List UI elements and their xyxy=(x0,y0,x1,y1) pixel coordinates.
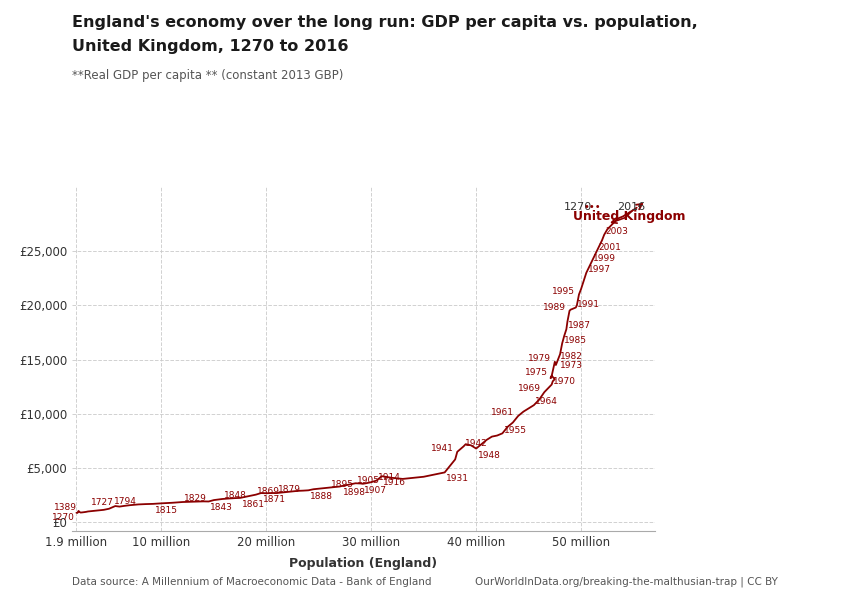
Text: 1982: 1982 xyxy=(559,352,582,361)
Text: 1905: 1905 xyxy=(357,476,380,485)
Text: 1270: 1270 xyxy=(564,202,592,212)
Text: 1270: 1270 xyxy=(52,512,75,521)
Text: 1942: 1942 xyxy=(465,439,488,448)
Text: 1975: 1975 xyxy=(525,368,548,377)
Text: 1815: 1815 xyxy=(155,506,178,515)
Text: 1916: 1916 xyxy=(383,478,406,487)
Text: 1879: 1879 xyxy=(279,485,302,494)
Text: 2001: 2001 xyxy=(598,244,621,253)
Text: 1898: 1898 xyxy=(343,488,366,497)
Text: Data source: A Millennium of Macroeconomic Data - Bank of England: Data source: A Millennium of Macroeconom… xyxy=(72,577,432,587)
Text: 1914: 1914 xyxy=(378,473,401,482)
Text: Our World: Our World xyxy=(741,25,801,35)
Text: OurWorldInData.org/breaking-the-malthusian-trap | CC BY: OurWorldInData.org/breaking-the-malthusi… xyxy=(475,576,778,587)
Text: 1991: 1991 xyxy=(577,300,600,309)
Text: 1895: 1895 xyxy=(331,480,354,489)
Text: 1999: 1999 xyxy=(593,254,616,263)
X-axis label: Population (England): Population (England) xyxy=(289,557,438,570)
Text: 1829: 1829 xyxy=(184,494,207,503)
Text: England's economy over the long run: GDP per capita vs. population,: England's economy over the long run: GDP… xyxy=(72,15,698,30)
Text: 1389: 1389 xyxy=(54,503,77,512)
Text: 1941: 1941 xyxy=(431,444,454,453)
Text: 1985: 1985 xyxy=(564,335,586,344)
Text: United Kingdom: United Kingdom xyxy=(573,210,685,223)
Text: **Real GDP per capita ** (constant 2013 GBP): **Real GDP per capita ** (constant 2013 … xyxy=(72,69,343,82)
Text: 1970: 1970 xyxy=(553,377,576,386)
Text: 1955: 1955 xyxy=(504,425,527,434)
Text: 1989: 1989 xyxy=(543,303,566,312)
Text: •••: ••• xyxy=(583,202,601,212)
Text: 1794: 1794 xyxy=(114,497,137,506)
Text: 1888: 1888 xyxy=(310,493,333,502)
Text: 1869: 1869 xyxy=(258,487,281,496)
Text: 2016: 2016 xyxy=(616,202,645,212)
Text: 1948: 1948 xyxy=(478,451,501,460)
Text: 1907: 1907 xyxy=(365,486,388,495)
Text: 1973: 1973 xyxy=(559,361,582,370)
Text: United Kingdom, 1270 to 2016: United Kingdom, 1270 to 2016 xyxy=(72,39,348,54)
Text: 1843: 1843 xyxy=(210,503,233,512)
Text: 1969: 1969 xyxy=(518,385,541,394)
Text: 1727: 1727 xyxy=(91,498,114,507)
Text: 1848: 1848 xyxy=(224,491,246,500)
Text: 1861: 1861 xyxy=(241,500,264,509)
Text: 1995: 1995 xyxy=(552,287,575,296)
Text: 1931: 1931 xyxy=(446,475,469,484)
Text: 1961: 1961 xyxy=(491,408,514,417)
Text: 1871: 1871 xyxy=(263,495,286,504)
Text: 1964: 1964 xyxy=(536,397,558,406)
Text: 1987: 1987 xyxy=(568,322,591,331)
Text: in Data: in Data xyxy=(750,46,792,56)
Text: 2003: 2003 xyxy=(606,227,629,236)
Text: 1979: 1979 xyxy=(528,354,551,363)
Text: 1997: 1997 xyxy=(588,265,611,274)
